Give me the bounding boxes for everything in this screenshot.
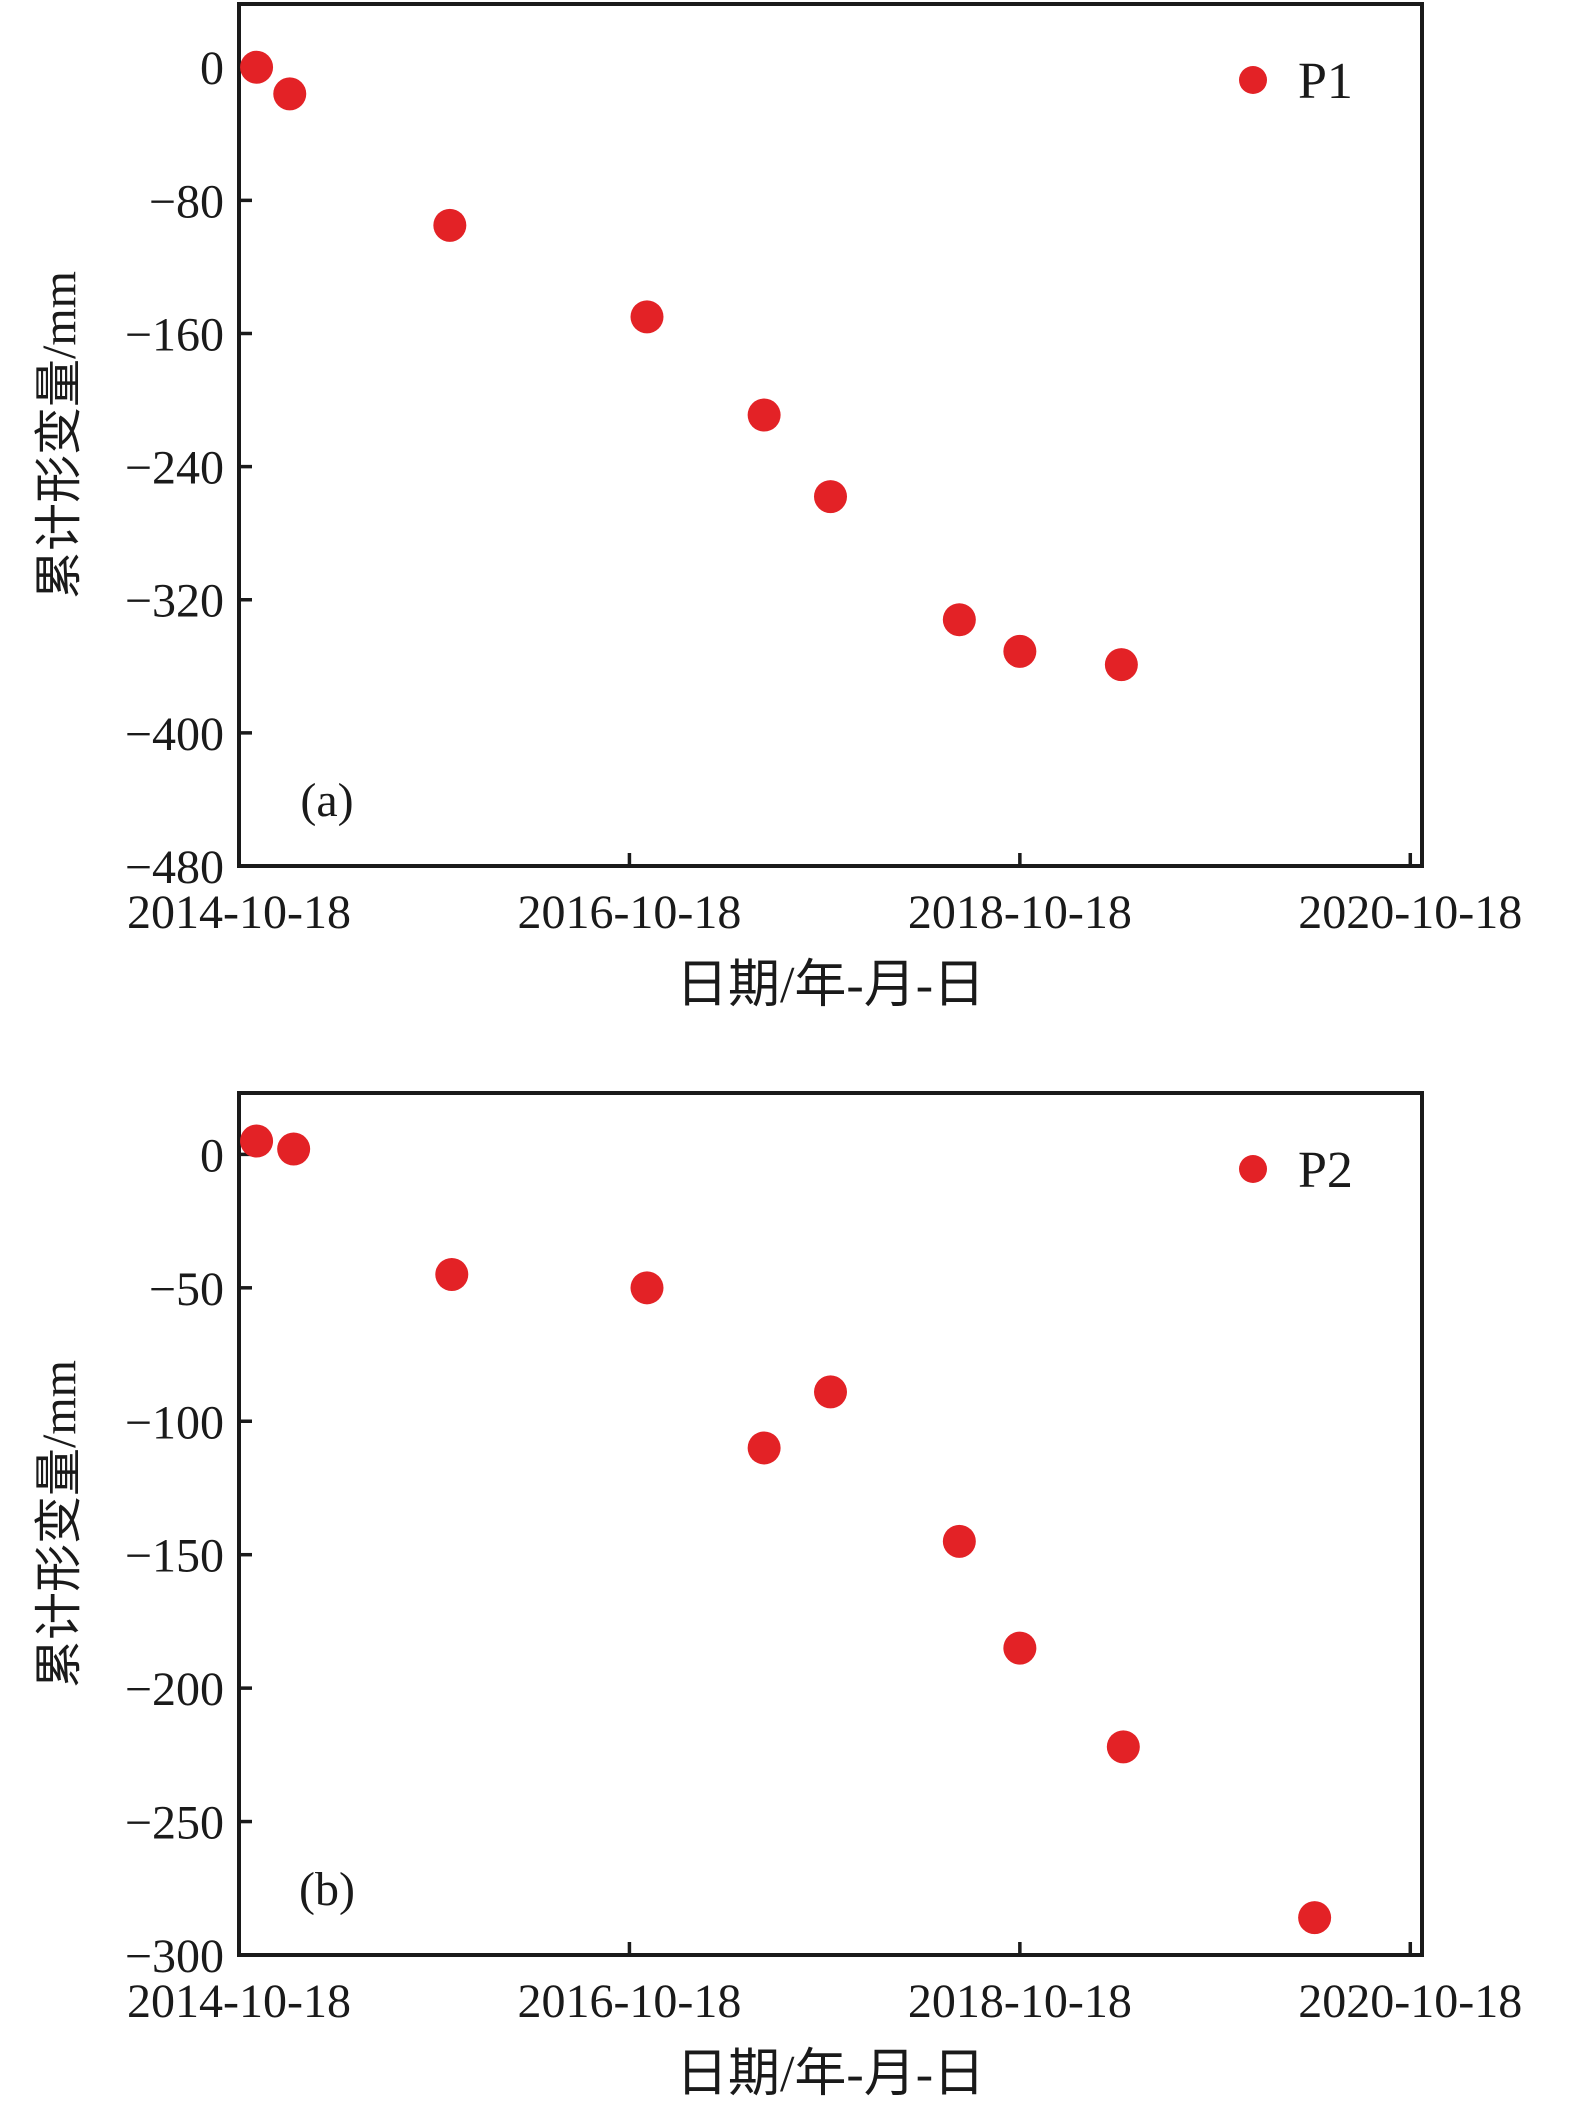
panel-b-plot-border [237,1091,1424,1957]
panel-b-y-axis-label: 累计形变量/mm [33,1360,86,1688]
panel-a-legend-label: P1 [1298,53,1353,110]
panel-b-legend-marker [1239,1155,1267,1183]
panel-b-y-tick-label: −50 [149,1263,224,1316]
panel-a-data-point [1104,648,1138,682]
panel-b-y-tick-label: −300 [125,1930,224,1983]
panel-a-y-tick-label: −240 [125,442,224,495]
panel-b-data-point [814,1375,847,1409]
panel-a-x-axis-label: 日期/年-月-日 [676,957,985,1014]
panel-a-y-axis-label: 累计形变量/mm [33,271,86,599]
panel-b-y-tick-label: −200 [125,1663,224,1716]
panel-a-y-tick-label: −80 [149,175,224,228]
panel-b-data-point [1298,1901,1332,1935]
panel-b-data-point [630,1271,664,1305]
panel-b-y-tick-label: 0 [200,1129,224,1182]
panel-a-x-tick-label: 2018-10-18 [908,886,1132,939]
panel-a-x-tick-label: 2016-10-18 [517,886,741,939]
panel-a-plot-border [237,2,1424,868]
panel-a-y-tick-label: 0 [200,42,224,95]
panel-b-x-tick-label: 2018-10-18 [908,1975,1132,2028]
panel-b-data-point [942,1524,976,1558]
panel-b-panel-label: (b) [299,1863,355,1916]
panel-a-data-point [273,77,307,111]
panel-b-data-point [1106,1730,1140,1764]
panel-b-data-point [747,1431,781,1465]
panel-a-x-tick-label: 2020-10-18 [1298,886,1522,939]
panel-a-data-point [814,480,847,514]
panel-a-data-point [240,50,274,84]
panel-b-data-point [240,1124,274,1158]
panel-b-x-tick-label: 2020-10-18 [1298,1975,1522,2028]
panel-a-y-tick-label: −480 [125,841,224,894]
panel-a-legend-marker [1239,66,1267,94]
panel-b-data-point [277,1132,311,1166]
panel-a-data-point [630,300,664,334]
panel-b-x-tick-label: 2016-10-18 [517,1975,741,2028]
panel-a-data-point [942,603,976,637]
panel-a-panel-label: (a) [300,774,353,827]
panel-b-y-tick-label: −100 [125,1396,224,1449]
panel-a-y-tick-label: −320 [125,575,224,628]
panel-b-y-tick-label: −250 [125,1797,224,1850]
panel-a-y-tick-label: −400 [125,708,224,761]
panel-a-data-point [433,208,467,242]
panel-b-y-tick-label: −150 [125,1530,224,1583]
panel-a-y-tick-label: −160 [125,308,224,361]
panel-a-data-point [747,398,781,432]
panel-a-x-tick-label: 2014-10-18 [127,886,351,939]
panel-b-x-tick-label: 2014-10-18 [127,1975,351,2028]
panel-b-legend-label: P2 [1298,1142,1353,1199]
panel-b-x-axis-label: 日期/年-月-日 [676,2046,985,2103]
panel-b-data-point [435,1257,469,1291]
panel-a-data-point [1003,634,1037,668]
panel-b-data-point [1003,1631,1037,1665]
